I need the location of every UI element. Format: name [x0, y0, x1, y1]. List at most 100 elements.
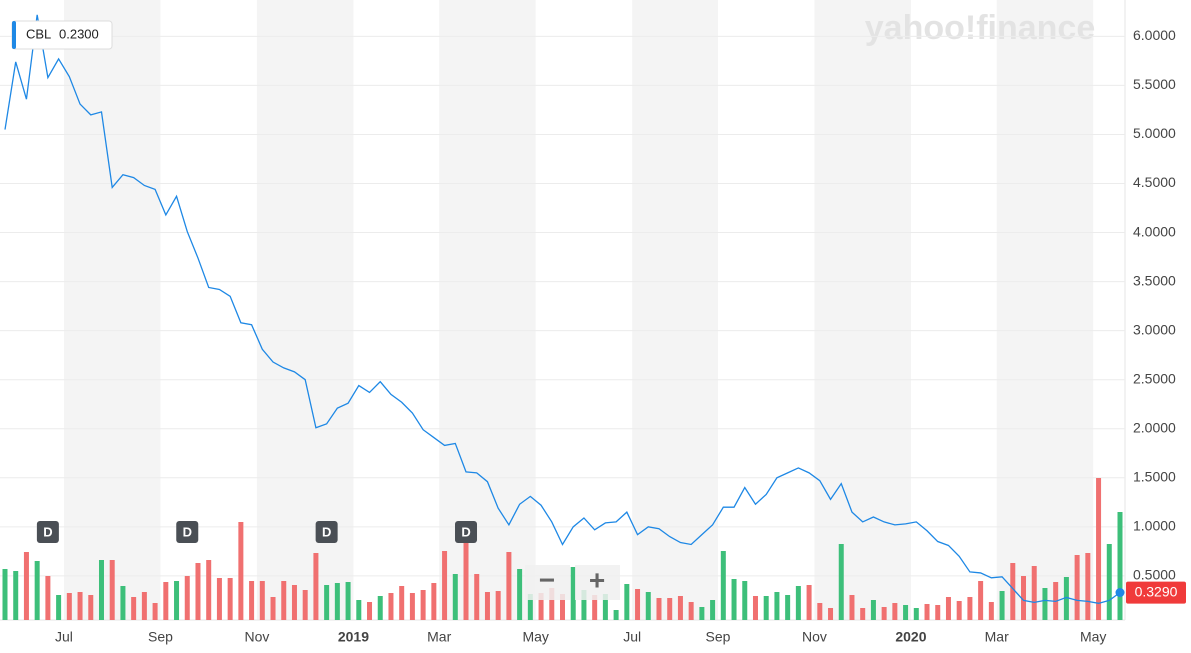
volume-bar — [999, 591, 1005, 620]
volume-bar — [763, 596, 769, 620]
y-tick-label: 5.5000 — [1133, 76, 1176, 92]
volume-bar — [463, 542, 469, 620]
volume-bar — [399, 586, 405, 620]
volume-bar — [259, 581, 265, 620]
volume-bar — [988, 602, 994, 620]
dividend-label: D — [322, 524, 331, 539]
volume-bar — [527, 594, 533, 620]
zoom-out-label[interactable]: − — [539, 564, 555, 595]
volume-bar — [484, 592, 490, 620]
tooltip-symbol: CBL — [26, 26, 51, 41]
dividend-label: D — [183, 524, 192, 539]
volume-bar — [109, 560, 115, 620]
zoom-in-button[interactable] — [575, 565, 620, 600]
volume-bar — [431, 583, 437, 620]
volume-bar — [1031, 566, 1037, 620]
dividend-marker — [176, 521, 199, 543]
volume-bar — [602, 594, 608, 620]
x-tick-label: Nov — [802, 629, 827, 645]
last-price-label: 0.3290 — [1135, 583, 1178, 599]
volume-bar — [538, 593, 544, 620]
volume-bar — [881, 607, 887, 620]
tooltip-accent — [12, 21, 16, 49]
volume-bar — [120, 586, 126, 620]
volume-bar — [152, 603, 158, 620]
volume-bar — [206, 560, 212, 620]
volume-bar — [313, 553, 319, 620]
x-tick-label: Mar — [427, 629, 451, 645]
volume-bar — [388, 593, 394, 620]
volume-bar — [1106, 544, 1112, 620]
volume-bar — [967, 597, 973, 620]
volume-bar — [560, 594, 565, 620]
y-tick-label: 4.5000 — [1133, 174, 1176, 190]
dividend-marker — [315, 521, 338, 543]
y-tick-label: 1.0000 — [1133, 518, 1176, 534]
volume-bar — [978, 581, 984, 620]
volume-bar — [677, 596, 683, 620]
y-tick-label: 4.0000 — [1133, 223, 1176, 239]
watermark: yahoo!finance — [865, 9, 1095, 47]
x-tick-label: Sep — [705, 629, 730, 645]
volume-bar — [924, 604, 930, 620]
volume-bar — [1042, 588, 1048, 620]
volume-bar — [474, 574, 480, 620]
volume-bar — [892, 603, 898, 620]
volume-bar — [442, 551, 448, 620]
volume-bar — [227, 578, 233, 620]
volume-bar — [1085, 553, 1091, 620]
volume-bar — [302, 590, 308, 620]
volume-bar — [645, 592, 651, 620]
x-tick-label: May — [522, 629, 548, 645]
volume-bar — [163, 582, 169, 620]
month-band — [996, 0, 1094, 620]
x-tick-label: 2019 — [338, 629, 369, 645]
month-band — [632, 0, 718, 620]
volume-bar — [23, 552, 29, 620]
volume-bar — [45, 576, 51, 620]
volume-bar — [870, 600, 876, 620]
x-tick-label: Mar — [985, 629, 1009, 645]
y-tick-label: 6.0000 — [1133, 27, 1176, 43]
volume-bar — [581, 590, 587, 620]
volume-bar — [903, 605, 909, 620]
volume-bar — [720, 551, 726, 620]
dividend-marker — [36, 521, 59, 543]
volume-bar — [420, 590, 426, 620]
volume-bar — [1074, 555, 1080, 620]
volume-bar — [624, 584, 630, 620]
volume-bar — [324, 585, 330, 620]
volume-bar — [688, 602, 694, 620]
volume-bar — [806, 585, 812, 620]
volume-bar — [774, 592, 780, 620]
zoom-out-button[interactable] — [525, 565, 570, 600]
month-band — [814, 0, 911, 620]
volume-bar — [367, 602, 373, 620]
zoom-in-label[interactable]: + — [589, 564, 605, 595]
volume-bar — [506, 552, 512, 620]
volume-bar — [452, 574, 458, 620]
volume-bar — [281, 581, 287, 620]
volume-bar — [935, 605, 941, 620]
volume-bar — [238, 522, 244, 620]
last-price-box — [1126, 581, 1186, 604]
volume-bar — [88, 595, 94, 620]
y-tick-label: 3.5000 — [1133, 272, 1176, 288]
volume-bar — [1063, 577, 1069, 620]
dividend-marker — [455, 521, 478, 543]
y-tick-label: 1.5000 — [1133, 468, 1176, 484]
volume-bar — [710, 600, 716, 620]
month-band — [256, 0, 354, 620]
volume-bar — [249, 581, 255, 620]
x-tick-label: Jul — [55, 629, 73, 645]
month-band — [439, 0, 536, 620]
tooltip-value: 0.2300 — [59, 26, 99, 41]
x-tick-label: Jul — [623, 629, 641, 645]
volume-bar — [742, 581, 748, 620]
volume-bar — [828, 608, 834, 620]
y-tick-label: 2.0000 — [1133, 419, 1176, 435]
volume-bar — [699, 607, 705, 620]
y-tick-label: 3.0000 — [1133, 321, 1176, 337]
x-tick-label: Nov — [244, 629, 269, 645]
